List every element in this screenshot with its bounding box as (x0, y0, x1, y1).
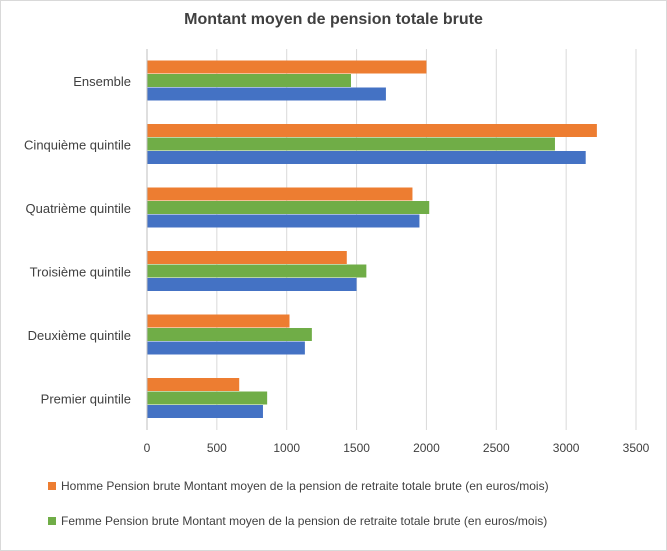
legend-swatch-homme (48, 482, 56, 490)
legend-label-femme: Femme Pension brute Montant moyen de la … (61, 514, 548, 528)
bar-series-0-cat-0 (147, 60, 427, 74)
bar-series-1-cat-1 (147, 137, 555, 151)
bar-series-2-cat-2 (147, 214, 420, 228)
bar-series-1-cat-0 (147, 74, 351, 87)
bar-series-2-cat-0 (147, 87, 386, 101)
legend-label-homme: Homme Pension brute Montant moyen de la … (61, 479, 549, 493)
legend-swatch-femme (48, 517, 56, 525)
x-tick-label-1000: 1000 (273, 441, 300, 455)
bar-series-0-cat-1 (147, 124, 597, 137)
bar-series-2-cat-5 (147, 405, 263, 418)
y-category-label: Cinquième quintile (24, 137, 131, 152)
bar-series-2-cat-1 (147, 151, 586, 164)
bar-series-0-cat-5 (147, 378, 240, 391)
bar-series-1-cat-3 (147, 264, 367, 278)
y-category-label: Premier quintile (41, 391, 131, 406)
bar-series-1-cat-2 (147, 201, 430, 214)
bar-series-1-cat-5 (147, 391, 268, 405)
bar-series-0-cat-4 (147, 314, 290, 328)
bar-series-2-cat-4 (147, 341, 305, 355)
bar-series-1-cat-4 (147, 328, 312, 341)
x-tick-label-0: 0 (144, 441, 151, 455)
bar-series-2-cat-3 (147, 278, 357, 291)
x-tick-label-3000: 3000 (553, 441, 580, 455)
x-tick-label-1500: 1500 (343, 441, 370, 455)
legend-item-homme: Homme Pension brute Montant moyen de la … (48, 479, 549, 493)
y-category-label: Deuxième quintile (28, 328, 131, 343)
bar-series-0-cat-3 (147, 251, 347, 264)
x-tick-label-3500: 3500 (623, 441, 650, 455)
x-tick-label-500: 500 (207, 441, 227, 455)
legend-item-femme: Femme Pension brute Montant moyen de la … (48, 514, 547, 528)
y-category-label: Quatrième quintile (26, 201, 132, 216)
x-tick-label-2500: 2500 (483, 441, 510, 455)
chart-title: Montant moyen de pension totale brute (184, 11, 483, 28)
x-tick-label-2000: 2000 (413, 441, 440, 455)
bar-series-0-cat-2 (147, 187, 413, 201)
y-category-label: Troisième quintile (30, 264, 131, 279)
y-category-label: Ensemble (73, 74, 131, 89)
